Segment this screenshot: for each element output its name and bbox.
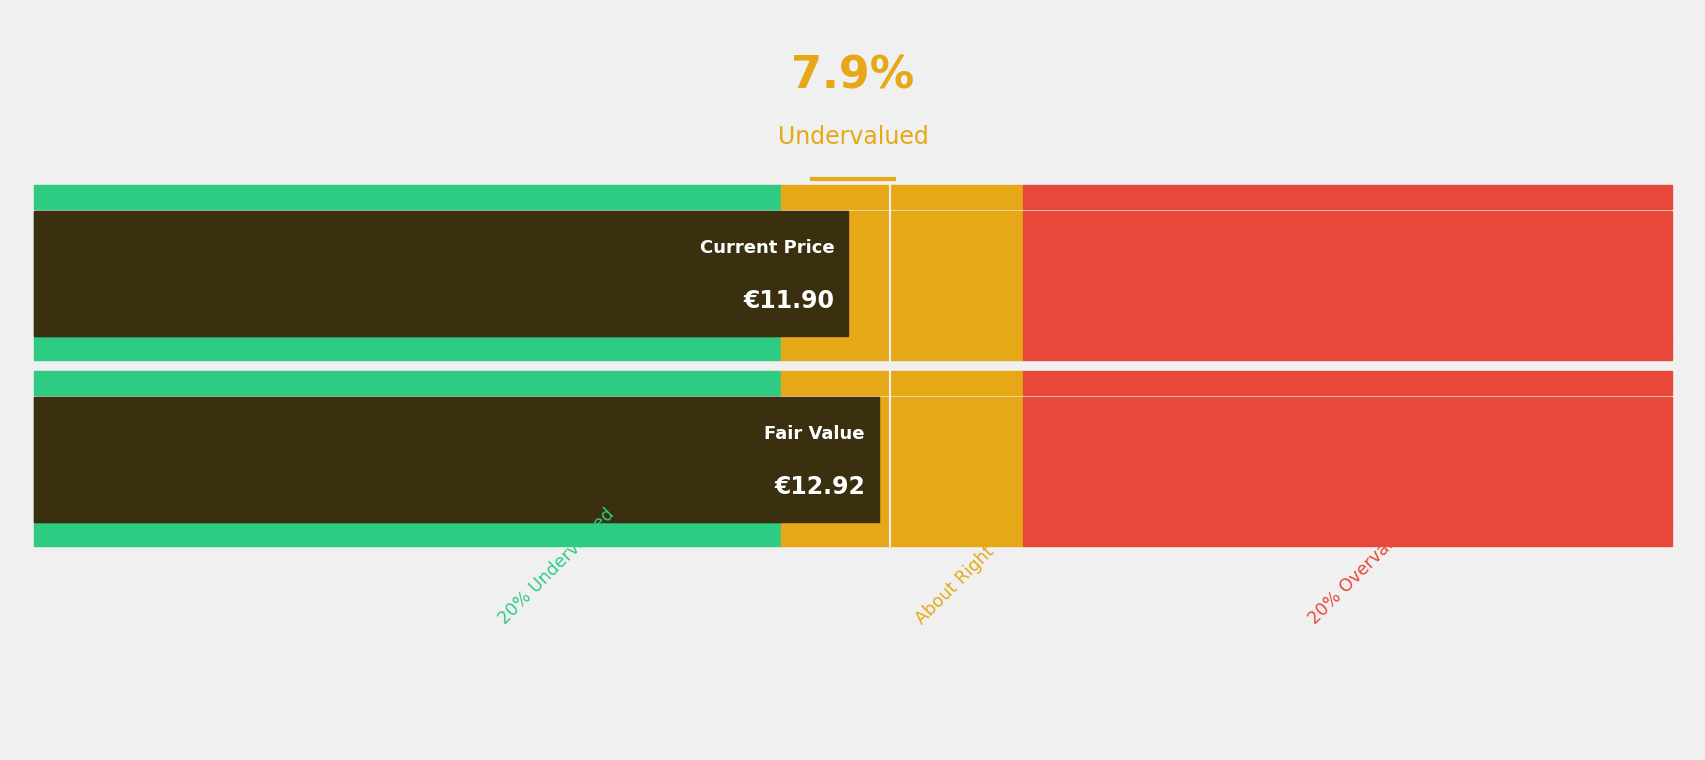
Bar xyxy=(34,397,878,522)
Bar xyxy=(34,185,781,209)
Bar xyxy=(1023,211,1671,336)
Bar xyxy=(1023,185,1671,209)
Bar xyxy=(781,185,1023,209)
Bar xyxy=(34,522,781,546)
Text: €11.90: €11.90 xyxy=(743,289,834,313)
Bar xyxy=(781,522,1023,546)
Bar xyxy=(34,397,781,522)
Text: 20% Overvalued: 20% Overvalued xyxy=(1304,513,1420,629)
Text: 7.9%: 7.9% xyxy=(791,55,914,97)
Text: Fair Value: Fair Value xyxy=(764,426,864,443)
Text: 20% Undervalued: 20% Undervalued xyxy=(494,505,617,629)
Bar xyxy=(34,371,781,395)
Bar xyxy=(1023,397,1671,522)
Text: Undervalued: Undervalued xyxy=(777,125,928,149)
Bar xyxy=(1023,336,1671,360)
Bar xyxy=(781,371,1023,395)
Bar xyxy=(34,211,847,336)
Bar xyxy=(781,336,1023,360)
Bar xyxy=(1023,371,1671,395)
Bar xyxy=(781,211,1023,336)
Bar xyxy=(1023,522,1671,546)
Text: Current Price: Current Price xyxy=(699,239,834,257)
Bar xyxy=(781,397,1023,522)
Bar xyxy=(34,211,781,336)
Text: About Right: About Right xyxy=(912,543,997,629)
Text: €12.92: €12.92 xyxy=(774,475,864,499)
Bar xyxy=(34,336,781,360)
